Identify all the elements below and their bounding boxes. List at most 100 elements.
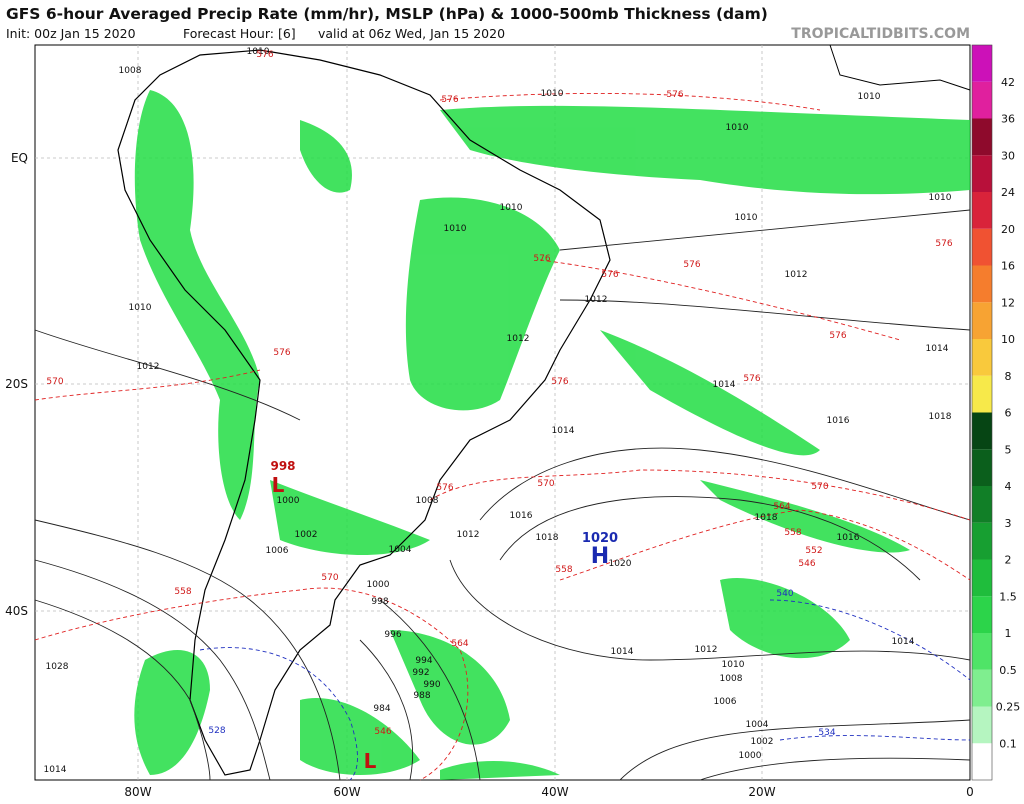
isobar-label: 1012 — [457, 530, 480, 540]
isobar-label: 1002 — [295, 530, 318, 540]
isobar-label: 1008 — [416, 496, 439, 506]
colorbar-label: 5 — [1005, 443, 1012, 456]
colorbar-frame — [971, 44, 993, 781]
colorbar-swatch — [972, 265, 992, 303]
isobar-label: 1020 — [609, 559, 632, 569]
high-pressure-value: 1020 — [582, 531, 618, 546]
colorbar-swatch — [972, 228, 992, 266]
thickness-label: 576 — [683, 260, 700, 270]
colorbar-swatch — [972, 486, 992, 523]
isobar-label: 1010 — [722, 660, 745, 670]
thickness-label: 576 — [436, 483, 453, 493]
colorbar-swatch — [972, 449, 992, 486]
thickness-label: 576 — [829, 331, 846, 341]
low-pressure-value: 998 — [270, 459, 295, 473]
thickness-label: 570 — [321, 573, 338, 583]
isobar-label: 1010 — [247, 47, 270, 57]
isobar-label: 1014 — [713, 380, 736, 390]
thickness-label: 558 — [784, 528, 801, 538]
colorbar-swatch — [972, 522, 992, 560]
site-name: TROPICALTIDBITS.COM — [791, 26, 970, 42]
colorbar-label: 24 — [1001, 186, 1015, 199]
isobar-label: 1016 — [510, 511, 533, 521]
thickness-label: 576 — [551, 377, 568, 387]
colorbar-swatch — [972, 633, 992, 670]
thickness-label: 576 — [743, 374, 760, 384]
isobar-label: 1028 — [46, 662, 69, 672]
colorbar-label: 1.5 — [999, 590, 1017, 603]
isobar-label: 1018 — [536, 533, 559, 543]
isobar-label: 1014 — [611, 647, 634, 657]
thickness-label: 576 — [256, 50, 273, 60]
colorbar-label: 10 — [1001, 333, 1015, 346]
colorbar-swatch — [972, 596, 992, 633]
colorbar-swatch — [972, 559, 992, 597]
isobar-label: 1010 — [735, 213, 758, 223]
colorbar-label: 4 — [1005, 480, 1012, 493]
cold-thickness-label: 528 — [208, 726, 225, 736]
isobar-label: 992 — [412, 668, 429, 678]
colorbar-label: 16 — [1001, 260, 1015, 273]
isobar-label: 1010 — [444, 224, 467, 234]
africa-coast — [829, 44, 971, 91]
forecast-hour: Forecast Hour: [6] — [183, 26, 296, 41]
isobar-label: 1012 — [137, 362, 160, 372]
colorbar-label: 0.25 — [996, 701, 1021, 714]
coastline — [117, 49, 611, 776]
thickness-label: 576 — [666, 90, 683, 100]
isobar-label: 1000 — [277, 496, 300, 506]
lon-label: 40W — [541, 785, 568, 799]
isobar-label: 1004 — [389, 545, 412, 555]
isobar-label: 1008 — [119, 66, 142, 76]
isobar-label: 998 — [371, 597, 388, 607]
isobar-label: 1010 — [541, 89, 564, 99]
colorbar-label: 12 — [1001, 296, 1015, 309]
lat-label: 20S — [5, 377, 28, 391]
low-pressure-symbol: L — [272, 473, 285, 497]
colorbar-swatch — [972, 669, 992, 707]
isobar-label: 1006 — [266, 546, 289, 556]
colorbar-label: 36 — [1001, 113, 1015, 126]
high-pressure-symbol: H — [591, 544, 609, 569]
colorbar-swatch — [972, 743, 992, 780]
colorbar-label: 2 — [1005, 554, 1012, 567]
thickness-label: 570 — [537, 479, 554, 489]
thickness-label: 564 — [451, 639, 468, 649]
isobar-label: 1010 — [500, 203, 523, 213]
cold-thickness-lines — [199, 599, 971, 781]
isobar-label: 1014 — [552, 426, 575, 436]
colorbar-swatch — [972, 155, 992, 192]
isobar-label: 994 — [415, 656, 432, 666]
isobar-label: 984 — [373, 704, 390, 714]
thickness-label: 558 — [174, 587, 191, 597]
thickness-label: 576 — [441, 95, 458, 105]
isobar-label: 1010 — [929, 193, 952, 203]
isobar-label: 1010 — [129, 303, 152, 313]
colorbar-label: 8 — [1005, 370, 1012, 383]
thickness-label: 558 — [555, 565, 572, 575]
isobars — [34, 209, 971, 781]
colorbar-swatch — [972, 375, 992, 413]
lon-label: 20W — [748, 785, 775, 799]
lon-label: 60W — [333, 785, 360, 799]
colorbar-swatch — [972, 118, 992, 156]
isobar-label: 1014 — [926, 344, 949, 354]
colorbar-swatch — [972, 412, 992, 450]
init-time: Init: 00z Jan 15 2020 — [6, 26, 136, 41]
colorbar-label: 3 — [1005, 517, 1012, 530]
thickness-label: 570 — [811, 482, 828, 492]
isobar-label: 1016 — [827, 416, 850, 426]
thickness-label: 546 — [374, 727, 391, 737]
colorbar-label: 1 — [1005, 627, 1012, 640]
colorbar-swatch — [972, 339, 992, 376]
thickness-label: 576 — [273, 348, 290, 358]
colorbar-swatch — [972, 192, 992, 229]
isobar-label: 1002 — [751, 737, 774, 747]
isobar-label: 988 — [413, 691, 430, 701]
isobar-label: 1006 — [714, 697, 737, 707]
colorbar-label: 30 — [1001, 149, 1015, 162]
colorbar-swatch — [972, 706, 992, 744]
isobar-label: 1012 — [695, 645, 718, 655]
thickness-label: 564 — [773, 502, 790, 512]
